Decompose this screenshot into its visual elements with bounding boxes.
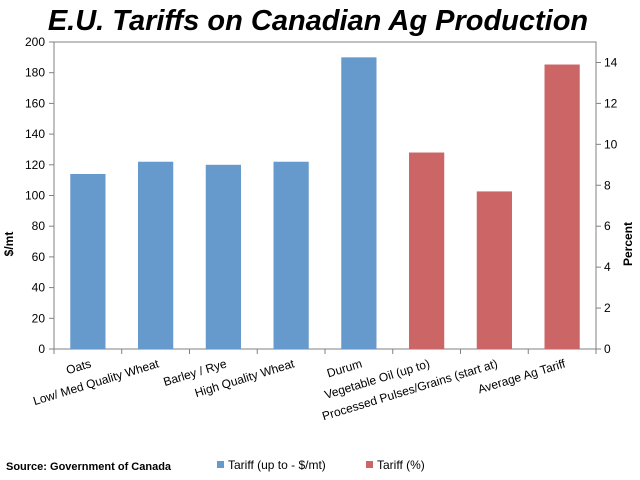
y-tick-label: 140 xyxy=(25,127,45,141)
y-tick-label: 80 xyxy=(32,219,46,233)
y-tick-label: 60 xyxy=(32,250,46,264)
bar xyxy=(273,161,309,349)
y-tick-label: 180 xyxy=(25,66,45,80)
x-category-label: Oats xyxy=(64,356,92,377)
y2-tick-label: 10 xyxy=(604,137,618,151)
y-tick-label: 100 xyxy=(25,189,45,203)
plot-frame xyxy=(53,41,597,350)
y-tick-label: 200 xyxy=(25,35,45,49)
bar xyxy=(205,164,241,349)
y-tick-label: 160 xyxy=(25,96,45,110)
y2-tick-label: 14 xyxy=(604,55,618,69)
source-note: Source: Government of Canada xyxy=(6,461,172,473)
y2-tick-label: 0 xyxy=(604,342,611,356)
y2-tick-label: 2 xyxy=(604,301,611,315)
y2-tick-label: 4 xyxy=(604,260,611,274)
legend-label: Tariff (%) xyxy=(377,458,425,472)
y2-tick-label: 8 xyxy=(604,178,611,192)
plot-area: 0 20 40 60 80 100 120 140 160 180 200 0 2 4 6 8 10 12 14 Oa… xyxy=(25,35,618,423)
y-tick-label: 120 xyxy=(25,158,45,172)
y2-tick-label: 12 xyxy=(604,96,618,110)
legend-label: Tariff (up to - $/mt) xyxy=(228,458,326,472)
y2-axis-title: Percent xyxy=(621,222,635,266)
bar xyxy=(70,174,106,349)
x-category-label: Low/ Med Quality Wheat xyxy=(31,356,161,408)
y-tick-label: 20 xyxy=(32,311,46,325)
bar xyxy=(544,64,580,349)
y-tick-label: 0 xyxy=(38,342,45,356)
bar xyxy=(138,161,174,349)
y-axis-title: $/mt xyxy=(2,232,16,257)
bar xyxy=(341,57,377,349)
legend: Tariff (up to - $/mt) Tariff (%) xyxy=(217,458,425,472)
y2-tick-label: 6 xyxy=(604,219,611,233)
bar xyxy=(476,191,512,349)
y-tick-label: 40 xyxy=(32,281,46,295)
bar xyxy=(409,152,445,349)
chart-title: E.U. Tariffs on Canadian Ag Production xyxy=(48,5,588,37)
legend-swatch xyxy=(217,461,224,468)
legend-swatch xyxy=(366,461,373,468)
